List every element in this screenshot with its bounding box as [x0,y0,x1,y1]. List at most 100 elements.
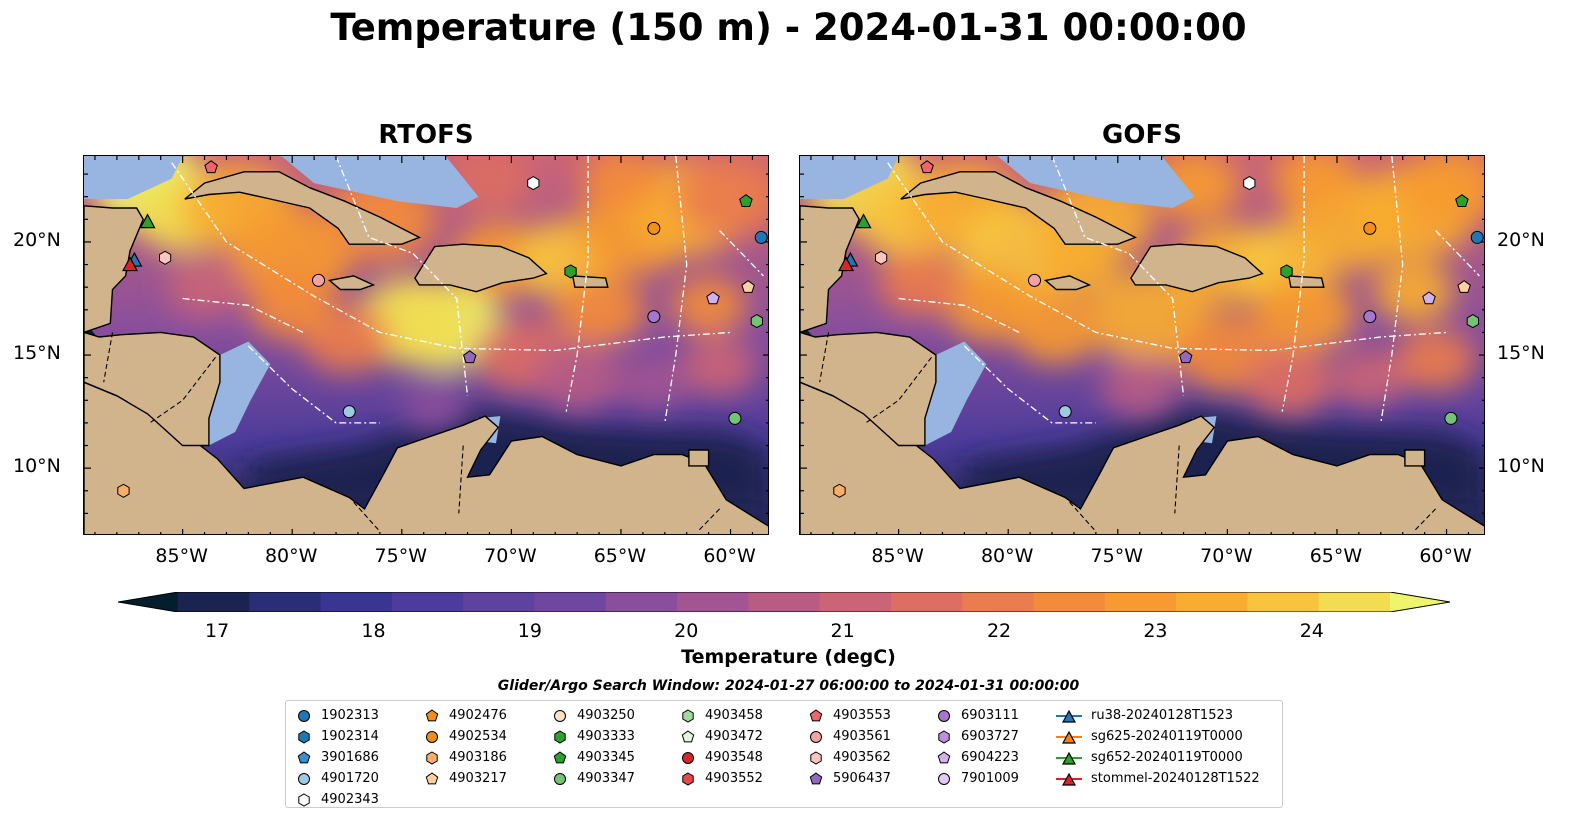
argo-float-4903347[interactable] [728,411,742,425]
country-border [353,501,381,532]
legend-label: 4902534 [449,729,507,744]
legend-pentagon-icon[interactable] [681,729,695,742]
glider-stommel-20240128T1522[interactable] [122,256,139,272]
legend-circle-icon[interactable] [938,772,950,785]
argo-float-4903333[interactable] [1280,264,1293,279]
argo-float-4903186[interactable] [833,483,846,498]
legend-hexagon-icon[interactable] [298,792,310,807]
legend-circle-icon[interactable] [426,730,438,743]
legend-circle-icon[interactable] [938,709,950,722]
legend-glider-icon[interactable] [1061,730,1077,744]
legend-label: 4903186 [449,750,507,765]
argo-float-4903345[interactable] [739,194,753,207]
colorbar [117,591,1451,613]
map-rtofs[interactable] [83,155,769,535]
legend-circle-icon[interactable] [554,709,566,722]
argo-float-4903347[interactable] [1444,411,1458,425]
legend-pentagon-icon[interactable] [425,771,439,784]
legend-column: 4903250 4903333 4903345 4903347 [552,705,635,789]
argo-float-4903186[interactable] [117,483,130,498]
legend-label: ru38-20240128T1523 [1091,708,1234,723]
argo-float-4903561[interactable] [1028,273,1042,287]
land-hispaniola [1130,243,1264,293]
colorbar-segment [320,592,393,612]
legend-pentagon-icon[interactable] [809,708,823,721]
land-centralamerica [84,331,221,447]
argo-float-4901720[interactable] [1058,405,1072,419]
legend-hexagon-icon[interactable] [682,708,694,723]
legend-marker-icon [938,772,950,785]
glider-stommel-20240128T1522[interactable] [838,256,855,272]
eez-boundary [664,156,688,424]
argo-float-4902343[interactable] [527,176,540,191]
legend-hexagon-icon[interactable] [682,771,694,786]
argo-float-6904223[interactable] [1422,291,1436,305]
argo-float-4903217[interactable] [741,280,755,293]
legend-circle-icon[interactable] [298,709,310,722]
legend-circle-icon[interactable] [554,772,566,785]
argo-float-6903727[interactable] [1363,310,1377,324]
eez-boundary [887,162,1447,352]
argo-float-5906437[interactable] [1179,350,1193,364]
legend-hexagon-icon[interactable] [938,729,950,744]
glider-sg652-20240119T0000[interactable] [855,213,872,229]
argo-float-1902313[interactable] [754,230,768,244]
land-trinidad [688,449,710,467]
legend-item: stommel-20240128T1522 [1056,768,1260,789]
legend-pentagon-icon[interactable] [297,750,311,763]
legend-pentagon-icon[interactable] [425,708,439,721]
map-gofs[interactable] [799,155,1485,535]
colorbar-segment [962,592,1035,612]
legend-item: 4903552 [680,768,763,789]
argo-float-4903345[interactable] [1455,194,1469,207]
argo-float-4903553[interactable] [920,160,934,174]
legend-pentagon-icon[interactable] [937,750,951,763]
colorbar-tick-label: 21 [830,620,855,642]
legend-hexagon-icon[interactable] [298,729,310,744]
argo-float-4902343[interactable] [1243,176,1256,191]
argo-float-4903333[interactable] [564,264,577,279]
argo-float-5906437[interactable] [463,350,477,364]
argo-float-4903562[interactable] [875,250,888,265]
argo-float-4903561[interactable] [312,273,326,287]
legend-item: 4903562 [808,747,891,768]
argo-float-6903727[interactable] [647,310,661,324]
argo-float-4902534[interactable] [647,221,661,235]
land-cuba [900,171,1138,245]
argo-float-1902313[interactable] [1470,230,1484,244]
argo-float-4903458[interactable] [1466,314,1479,329]
legend-circle-icon[interactable] [682,751,694,764]
legend-glider-icon[interactable] [1061,772,1077,786]
legend-glider-icon[interactable] [1061,751,1077,765]
argo-float-4901720[interactable] [342,405,356,419]
legend-glider-icon[interactable] [1061,709,1077,723]
legend-label: 4901720 [321,771,379,786]
legend-marker-icon [553,750,567,763]
argo-float-4902534[interactable] [1363,221,1377,235]
legend-label: 6903111 [961,708,1019,723]
legend-label: 4903552 [705,771,763,786]
argo-float-4903458[interactable] [750,314,763,329]
legend-marker-icon [554,729,566,744]
legend-column: 4903553 4903561 4903562 5906437 [808,705,891,789]
legend-hexagon-icon[interactable] [810,750,822,765]
argo-float-4903562[interactable] [159,250,172,265]
legend-item: 4902476 [424,705,507,726]
argo-float-6904223[interactable] [706,291,720,305]
legend-marker-icon [554,709,566,722]
legend-circle-icon[interactable] [298,772,310,785]
legend-circle-icon[interactable] [810,730,822,743]
glider-sg652-20240119T0000[interactable] [139,213,156,229]
colorbar-tick-label: 22 [986,620,1012,642]
legend-label: 6903727 [961,729,1019,744]
legend-pentagon-icon[interactable] [809,771,823,784]
argo-float-4903553[interactable] [204,160,218,174]
legend-hexagon-icon[interactable] [554,729,566,744]
legend-hexagon-icon[interactable] [426,750,438,765]
colorbar-label: Temperature (degC) [681,646,896,668]
shelf-florida [800,156,899,199]
argo-float-4903217[interactable] [1457,280,1471,293]
legend-pentagon-icon[interactable] [553,750,567,763]
colorbar-segment [534,592,607,612]
colorbar-segment [1033,592,1106,612]
